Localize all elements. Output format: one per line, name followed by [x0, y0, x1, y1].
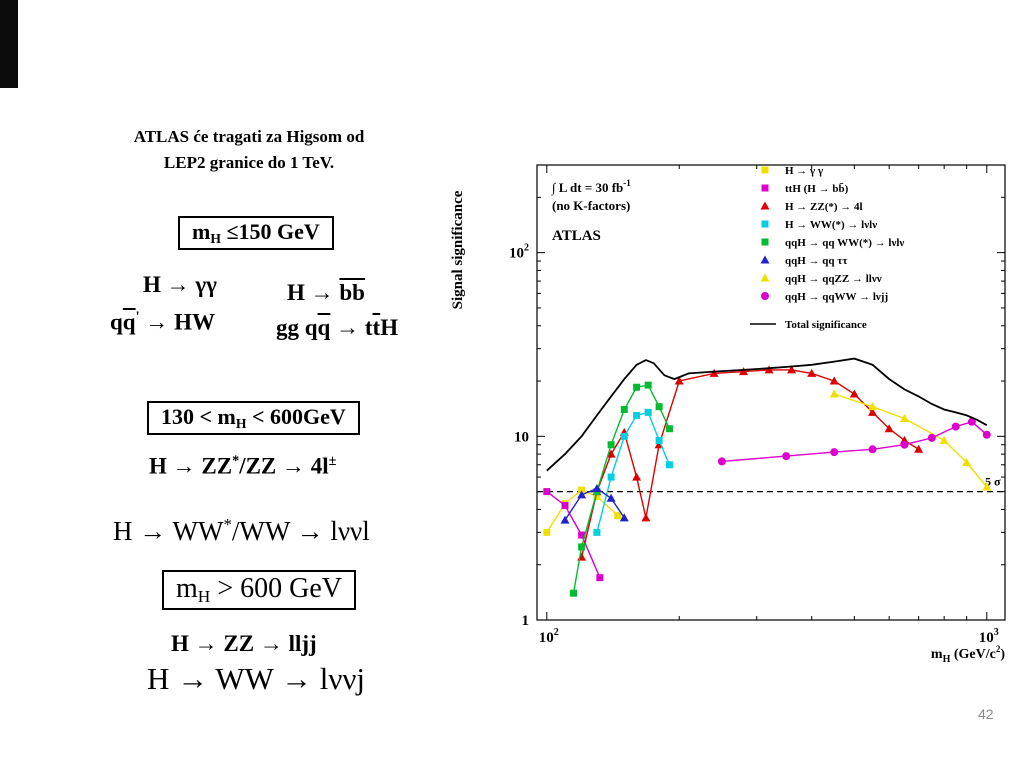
- svg-text:ttH (H → bb̄): ttH (H → bb̄): [785, 183, 849, 195]
- formula-segment: → t: [330, 315, 373, 340]
- svg-text:qqH → qq WW(*) → lνlν: qqH → qq WW(*) → lνlν: [785, 237, 904, 249]
- svg-text:102: 102: [539, 627, 559, 646]
- svg-text:Total significance: Total significance: [785, 319, 867, 331]
- svg-text:(no K-factors): (no K-factors): [552, 198, 630, 213]
- formula-segment: H → ZZ → lljj: [171, 631, 317, 656]
- formula-h-ww-lvvl: H → WW*/WW → lννl: [113, 515, 370, 547]
- formula-segment: bb: [339, 280, 365, 305]
- chart-annotations: 5 σ ∫ L dt = 30 fb-1 (no K-factors) ATLAS: [537, 178, 1005, 493]
- formula-segment: *: [223, 515, 232, 534]
- formula-segment: H: [210, 231, 221, 247]
- svg-text:H → γ γ: H → γ γ: [785, 165, 823, 177]
- formula-segment: t: [372, 315, 381, 340]
- svg-text:1: 1: [522, 613, 530, 629]
- formula-segment: /ZZ → 4l: [239, 453, 329, 479]
- formula-segment: q: [110, 309, 123, 335]
- slide-title-line-2: LEP2 granice do 1 TeV.: [163, 153, 335, 172]
- formula-segment: m: [192, 219, 211, 244]
- series-1: [543, 488, 604, 582]
- formula-segment: < 600GeV: [246, 404, 346, 429]
- svg-text:qqH → qq ττ: qqH → qq ττ: [785, 255, 847, 267]
- series-7: [717, 417, 991, 466]
- formula-segment: H →: [287, 280, 340, 305]
- significance-chart: 1 10 102 102 103 Signal significance mH (GeV/c…: [440, 150, 1015, 685]
- formula-h-ww-lvvj: H → WW → lννj: [147, 661, 365, 697]
- svg-text:H → WW(*) → lνlν: H → WW(*) → lνlν: [785, 219, 877, 231]
- mass-range-box-high: mH > 600 GeV: [162, 570, 356, 611]
- series-2: [577, 365, 924, 561]
- mass-range-box-mid: 130 < mH < 600GeV: [147, 401, 360, 436]
- chart-svg: 1 10 102 102 103 Signal significance mH (GeV/c…: [450, 164, 1006, 665]
- svg-text:H → ZZ(*) → 4l: H → ZZ(*) → 4l: [785, 201, 863, 213]
- svg-text:102: 102: [509, 243, 529, 262]
- series-3: [593, 408, 673, 536]
- formula-segment: q: [317, 315, 331, 340]
- chart-axes: 1 10 102 102 103 Signal significance mH (GeV/c…: [450, 164, 1006, 665]
- formula-segment: H → γγ: [143, 272, 217, 297]
- formula-segment: → HW: [139, 309, 215, 335]
- formula-qq-hw: qq' → HW: [110, 309, 215, 336]
- formula-segment: > 600 GeV: [210, 573, 342, 604]
- chart-legend: H → γ γ ttH (H → bb̄) H → ZZ(*) → 4l H → WW…: [750, 165, 904, 331]
- svg-text:qqH → qqWW → lνjj: qqH → qqWW → lνjj: [785, 291, 888, 303]
- svg-text:mH (GeV/c2): mH (GeV/c2): [931, 644, 1005, 665]
- formula-segment: H: [380, 315, 399, 340]
- svg-text:∫ L dt = 30 fb-1: ∫ L dt = 30 fb-1: [551, 178, 631, 196]
- formula-segment: H → WW → lννj: [147, 661, 366, 696]
- svg-text:qqH → qqZZ → llνν: qqH → qqZZ → llνν: [785, 273, 882, 285]
- mass-range-box-low: mH ≤150 GeV: [178, 216, 334, 251]
- formula-segment: *: [232, 453, 240, 469]
- formula-segment: q: [122, 309, 136, 335]
- formula-segment: H → WW: [113, 516, 224, 547]
- formula-h-zz-4l: H → ZZ*/ZZ → 4l±: [149, 453, 337, 480]
- formula-h-zz-lljj: H → ZZ → lljj: [171, 631, 317, 657]
- formula-h-bb: H → bb: [287, 280, 365, 306]
- formula-segment: m: [176, 573, 198, 604]
- svg-text:ATLAS: ATLAS: [552, 228, 601, 244]
- formula-segment: ≤150 GeV: [220, 219, 320, 244]
- svg-text:5 σ: 5 σ: [985, 475, 1001, 489]
- svg-text:10: 10: [514, 429, 529, 445]
- formula-segment: H: [197, 587, 211, 607]
- series-8: [546, 357, 988, 472]
- svg-text:103: 103: [979, 627, 999, 646]
- formula-gg-tth: gg qq → ttH: [276, 315, 398, 341]
- formula-segment: ': [135, 309, 140, 325]
- series-4: [570, 381, 673, 597]
- formula-segment: gg q: [276, 315, 318, 340]
- formula-segment: ±: [328, 453, 337, 469]
- formula-segment: 130 < m: [161, 404, 236, 429]
- series-6: [829, 389, 992, 491]
- slide-title-line-1: ATLAS će tragati za Higsom od: [133, 127, 365, 146]
- formula-segment: /WW → lννl: [231, 516, 370, 547]
- formula-h-gamma-gamma: H → γγ: [143, 272, 217, 298]
- formula-segment: H → ZZ: [149, 453, 233, 479]
- svg-text:Signal significance: Signal significance: [450, 190, 466, 309]
- slide-corner-decoration: [0, 0, 18, 88]
- formula-segment: H: [235, 416, 247, 432]
- series-5: [560, 483, 629, 524]
- page-number: 42: [978, 706, 994, 722]
- slide-title: ATLAS će tragati za Higsom od LEP2 grani…: [84, 124, 414, 176]
